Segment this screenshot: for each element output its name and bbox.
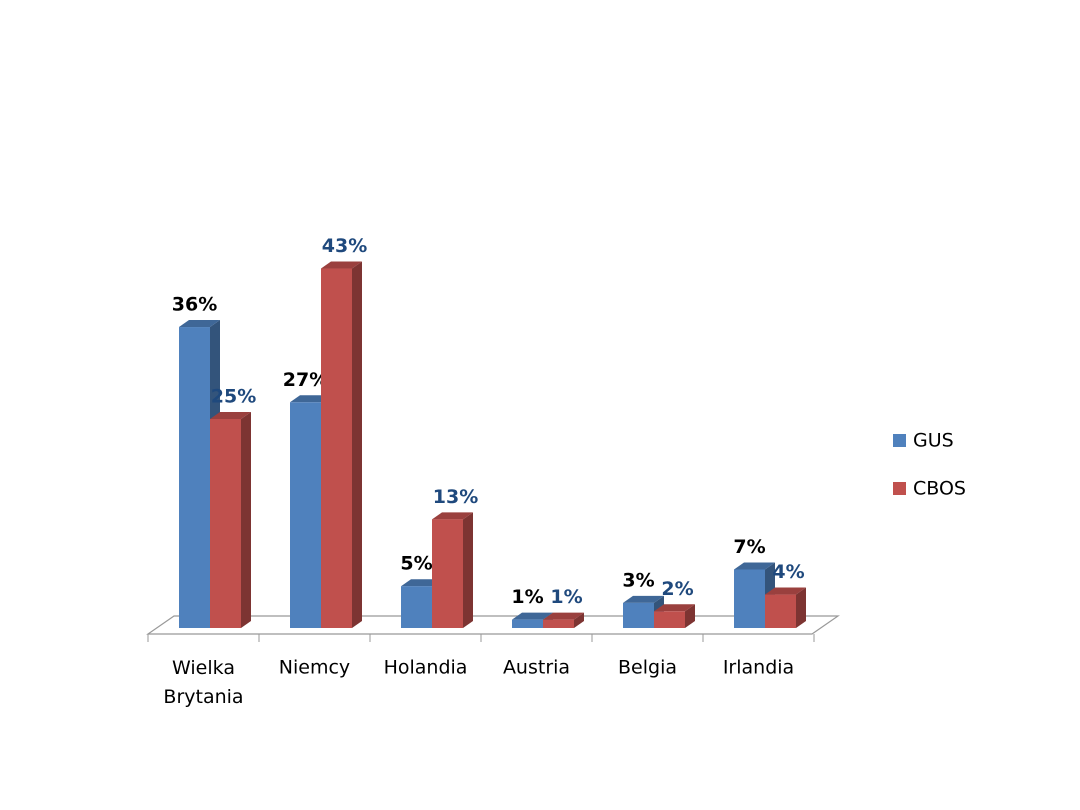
bar-face xyxy=(401,586,432,628)
data-label: 13% xyxy=(433,486,478,508)
bar-face xyxy=(765,587,806,595)
x-tick-label: Niemcy xyxy=(279,657,350,679)
bar-face xyxy=(512,619,543,628)
bar-face xyxy=(765,594,796,628)
bar-face xyxy=(210,419,241,628)
bar-face xyxy=(734,562,775,570)
bar-face xyxy=(321,268,352,628)
bar-face xyxy=(290,402,321,628)
bar xyxy=(210,412,251,628)
bar-face xyxy=(179,320,220,328)
bar-face xyxy=(796,587,806,628)
bar-face xyxy=(401,579,442,587)
legend-label: CBOS xyxy=(913,478,966,500)
x-tick-label: Irlandia xyxy=(723,657,794,679)
data-label: 7% xyxy=(733,536,765,558)
bar xyxy=(765,587,806,628)
bar-face xyxy=(623,602,654,628)
data-label: 5% xyxy=(400,553,432,575)
bar xyxy=(623,595,664,628)
bar xyxy=(543,612,584,628)
bar-face xyxy=(210,412,251,419)
legend-swatch xyxy=(893,482,906,495)
data-label: 43% xyxy=(322,235,367,257)
legend-label: GUS xyxy=(913,430,954,452)
data-label: 36% xyxy=(172,294,217,316)
bar-face xyxy=(512,612,553,620)
legend-swatch xyxy=(893,434,906,447)
data-label: 3% xyxy=(622,569,654,591)
bar-face xyxy=(543,612,584,620)
bar-face xyxy=(543,619,574,628)
bar xyxy=(432,512,473,628)
bar-face xyxy=(685,604,695,628)
bar-face xyxy=(179,327,210,628)
bar-face xyxy=(574,612,584,628)
x-tick-label: Belgia xyxy=(618,657,677,679)
bar-face xyxy=(654,611,685,628)
data-label: 4% xyxy=(772,561,804,583)
x-tick-label: Austria xyxy=(503,657,570,679)
bar xyxy=(654,604,695,628)
bar-face xyxy=(432,519,463,628)
data-label: 2% xyxy=(661,578,693,600)
data-label: 1% xyxy=(550,586,582,608)
data-label: 25% xyxy=(211,386,256,408)
bar-face xyxy=(734,569,765,628)
bar-face xyxy=(241,412,251,628)
bar-face xyxy=(432,512,473,520)
x-tick-label: Holandia xyxy=(384,657,468,679)
bar-face xyxy=(623,595,664,603)
x-tick-label: Wielka Brytania xyxy=(163,657,243,708)
bar-face xyxy=(290,395,331,403)
bar-face xyxy=(463,512,473,628)
bar-face xyxy=(352,261,362,628)
data-label: 27% xyxy=(283,369,328,391)
bar-face xyxy=(321,261,362,269)
bar xyxy=(321,261,362,628)
data-label: 1% xyxy=(511,586,543,608)
bar-face xyxy=(654,604,695,612)
